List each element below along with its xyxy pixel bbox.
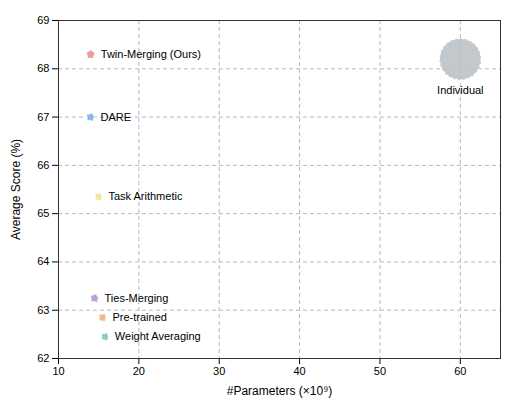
svg-text:50: 50 [374, 365, 386, 377]
svg-text:69: 69 [37, 14, 49, 26]
svg-text:Twin-Merging (Ours): Twin-Merging (Ours) [101, 48, 201, 60]
svg-text:60: 60 [454, 365, 466, 377]
svg-text:Task Arithmetic: Task Arithmetic [108, 190, 182, 202]
svg-text:#Parameters (×10⁹): #Parameters (×10⁹) [227, 384, 333, 398]
svg-text:65: 65 [37, 207, 49, 219]
svg-text:Ties-Merging: Ties-Merging [105, 292, 169, 304]
svg-text:DARE: DARE [101, 111, 132, 123]
svg-text:40: 40 [293, 365, 305, 377]
svg-text:Pre-trained: Pre-trained [112, 311, 166, 323]
svg-text:Weight Averaging: Weight Averaging [115, 330, 201, 342]
svg-text:10: 10 [52, 365, 64, 377]
svg-text:62: 62 [37, 352, 49, 364]
svg-text:Average Score (%): Average Score (%) [9, 139, 23, 240]
svg-text:66: 66 [37, 159, 49, 171]
svg-text:30: 30 [213, 365, 225, 377]
svg-text:63: 63 [37, 304, 49, 316]
svg-text:64: 64 [37, 255, 49, 267]
svg-text:67: 67 [37, 111, 49, 123]
svg-text:68: 68 [37, 62, 49, 74]
svg-text:20: 20 [133, 365, 145, 377]
svg-text:Individual: Individual [437, 84, 483, 96]
